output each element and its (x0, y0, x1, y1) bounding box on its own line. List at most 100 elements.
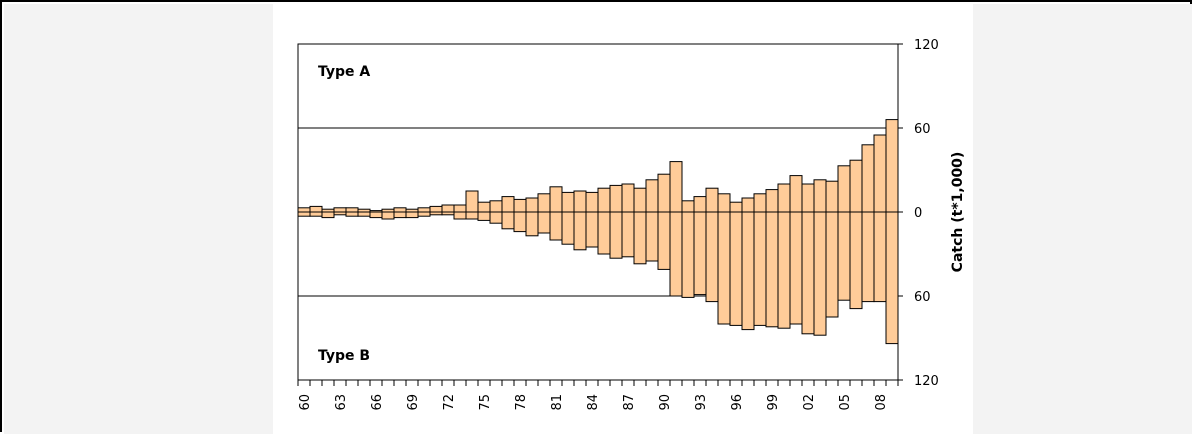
type-b-bar-1990 (657, 211, 671, 270)
type-b-bar-1973 (453, 211, 467, 220)
type-a-bar-1981 (549, 186, 563, 213)
type-b-bar-1992 (681, 211, 695, 298)
type-b-bar-2004 (825, 211, 839, 318)
x-tick-label-69: 69 (406, 394, 421, 411)
x-tick-label-93: 93 (694, 394, 709, 411)
y-tick-label-zero: 0 (914, 206, 922, 221)
type-a-bar-1973 (453, 204, 467, 213)
x-tick-label-84: 84 (586, 394, 601, 411)
type-a-bar-1960 (297, 207, 311, 213)
type-a-bar-1984 (585, 191, 599, 213)
type-b-bar-2005 (837, 211, 851, 301)
type-a-bar-1964 (345, 207, 359, 213)
type-a-bar-1993 (693, 196, 707, 213)
type-b-bar-1960 (297, 211, 311, 217)
type-b-bar-1967 (381, 211, 395, 220)
type-a-bar-1986 (609, 184, 623, 213)
type-a-bar-1974 (465, 190, 479, 213)
x-tick-label-08: 08 (874, 394, 889, 411)
type-b-bar-1995 (717, 211, 731, 325)
panel-label-type-a: Type A (318, 64, 370, 80)
type-b-bar-2008 (873, 211, 887, 303)
type-a-bars (297, 119, 899, 213)
x-tick-label-72: 72 (442, 394, 457, 411)
type-b-bar-2003 (813, 211, 827, 336)
type-b-bar-2006 (849, 211, 863, 310)
type-a-bar-1982 (561, 191, 575, 213)
type-a-bar-2009 (885, 119, 899, 213)
type-a-bar-1963 (333, 207, 347, 213)
x-tick-label-87: 87 (622, 394, 637, 411)
type-b-bar-1997 (741, 211, 755, 331)
type-a-bar-1991 (669, 161, 683, 213)
type-b-bar-1966 (369, 211, 383, 219)
y-tick-label-upper-60: 60 (914, 122, 931, 137)
y-tick-label-lower-120: 120 (914, 374, 939, 389)
type-b-bar-1983 (573, 211, 587, 251)
y-axis-title: Catch (t*1,000) (950, 152, 966, 273)
type-a-bar-1983 (573, 190, 587, 213)
x-tick-label-99: 99 (766, 394, 781, 411)
type-b-bar-1984 (585, 211, 599, 248)
type-a-bar-1976 (489, 200, 503, 213)
type-b-bar-1970 (417, 211, 431, 217)
type-b-bar-1962 (321, 211, 335, 219)
type-a-bar-2001 (789, 175, 803, 213)
type-a-bar-2008 (873, 134, 887, 213)
x-tick-label-81: 81 (550, 394, 565, 411)
type-a-bar-2002 (801, 183, 815, 213)
y-tick-label-lower-60: 60 (914, 290, 931, 305)
type-a-bar-1995 (717, 193, 731, 213)
type-b-bar-1976 (489, 211, 503, 224)
type-b-bar-1988 (633, 211, 647, 265)
type-a-bar-1972 (441, 204, 455, 213)
type-b-bar-1964 (345, 211, 359, 217)
type-a-bar-2003 (813, 179, 827, 213)
type-b-bar-2009 (885, 211, 899, 345)
type-b-bar-2000 (777, 211, 791, 329)
type-b-bar-1991 (669, 211, 683, 297)
type-a-bar-1977 (501, 196, 515, 213)
type-a-bar-2007 (861, 144, 875, 213)
type-a-bar-2006 (849, 159, 863, 213)
type-a-bar-1979 (525, 197, 539, 213)
type-b-bar-1998 (753, 211, 767, 326)
x-tick-label-96: 96 (730, 394, 745, 411)
x-tick-label-05: 05 (838, 394, 853, 411)
type-b-bars (297, 211, 899, 345)
type-b-bar-1969 (405, 211, 419, 219)
type-b-bar-1975 (477, 211, 491, 221)
type-b-bar-2002 (801, 211, 815, 335)
type-b-bar-1987 (621, 211, 635, 258)
type-b-bar-1968 (393, 211, 407, 219)
axis-layer: 120 60 0 60 120 60 63 66 69 72 75 78 81 84 87 90 93 96 99 0… (297, 38, 939, 411)
type-b-bar-1986 (609, 211, 623, 259)
type-a-bar-1961 (309, 205, 323, 213)
type-a-bar-1985 (597, 187, 611, 213)
x-tick-label-90: 90 (658, 394, 673, 411)
x-tick-label-63: 63 (334, 394, 349, 411)
type-b-bar-1965 (357, 211, 371, 217)
type-a-bar-1996 (729, 201, 743, 213)
type-b-bar-1996 (729, 211, 743, 326)
x-tick-label-78: 78 (514, 394, 529, 411)
type-b-bar-1985 (597, 211, 611, 255)
type-b-bar-1979 (525, 211, 539, 237)
type-a-bar-1988 (633, 187, 647, 213)
x-tick-label-60: 60 (298, 394, 313, 411)
type-a-bar-1997 (741, 197, 755, 213)
x-tick-label-02: 02 (802, 394, 817, 411)
type-a-bar-1970 (417, 207, 431, 213)
type-b-bar-1981 (549, 211, 563, 241)
type-a-bar-1990 (657, 173, 671, 213)
type-b-bar-1977 (501, 211, 515, 230)
type-b-bar-1974 (465, 211, 479, 220)
type-a-bar-1971 (429, 205, 443, 213)
x-tick-label-66: 66 (370, 394, 385, 411)
type-a-bar-2004 (825, 180, 839, 213)
type-a-bar-1968 (393, 207, 407, 213)
type-b-bar-1993 (693, 211, 707, 296)
type-a-bar-1992 (681, 200, 695, 213)
